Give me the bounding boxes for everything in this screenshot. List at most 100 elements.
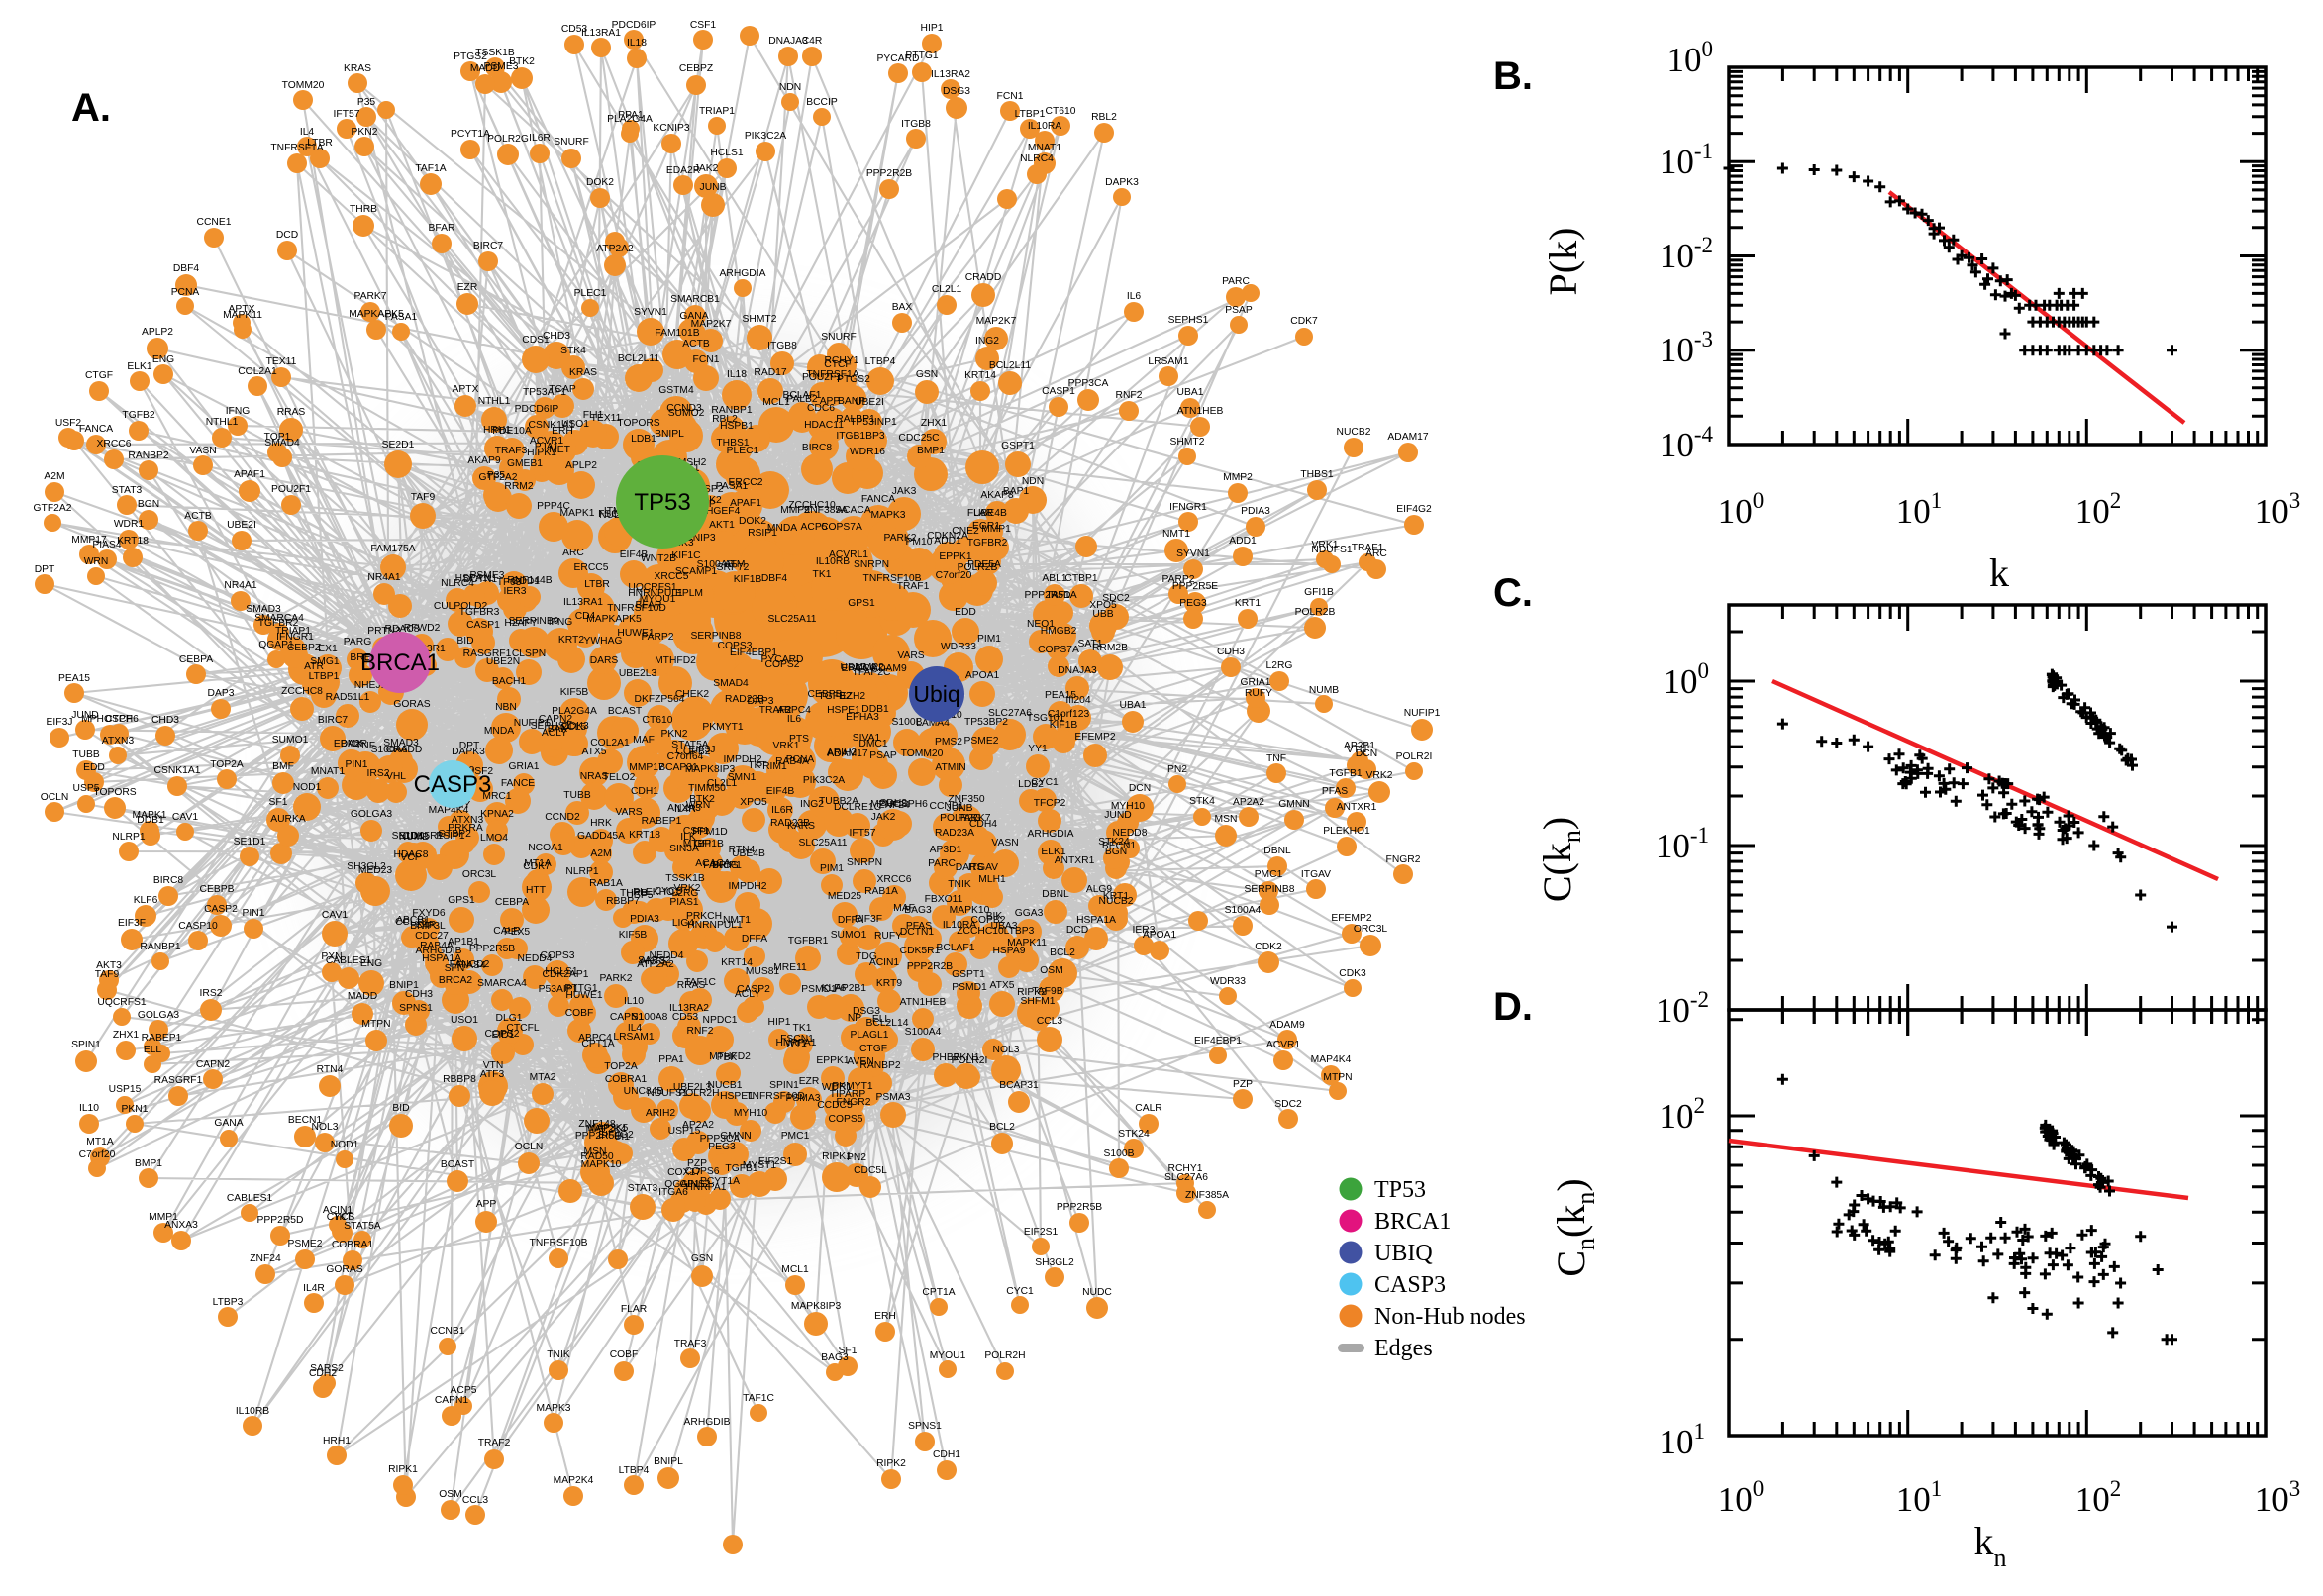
svg-text:GSPT1: GSPT1 (952, 969, 985, 980)
svg-text:MET: MET (549, 445, 570, 455)
svg-text:CTBP1: CTBP1 (1064, 573, 1097, 584)
svg-text:MAPK3: MAPK3 (871, 510, 906, 521)
svg-text:WRN: WRN (84, 556, 109, 567)
svg-text:APP: APP (476, 1199, 497, 1210)
svg-text:USP15: USP15 (109, 1084, 142, 1095)
svg-text:ERCC6: ERCC6 (842, 663, 876, 674)
svg-text:KARS: KARS (787, 821, 815, 832)
svg-text:WDR1: WDR1 (822, 1082, 853, 1093)
svg-text:RBBP8: RBBP8 (443, 1074, 476, 1085)
svg-text:PLEKHO1: PLEKHO1 (1323, 826, 1370, 837)
svg-text:FAM101B: FAM101B (655, 328, 699, 339)
svg-text:HDAC11: HDAC11 (804, 420, 844, 431)
svg-text:TAF1A: TAF1A (1046, 590, 1076, 601)
svg-text:PSME2: PSME2 (288, 1239, 323, 1249)
svg-text:PDCD6IP: PDCD6IP (515, 404, 559, 415)
svg-text:103: 103 (2255, 1476, 2301, 1519)
svg-text:MTHFD2: MTHFD2 (709, 1051, 751, 1062)
svg-text:TRAF1: TRAF1 (897, 581, 930, 592)
svg-text:WDR33: WDR33 (941, 642, 976, 652)
svg-text:CT610: CT610 (1046, 106, 1076, 117)
svg-text:MT1A: MT1A (86, 1137, 114, 1147)
svg-text:PEG3: PEG3 (708, 1142, 736, 1152)
svg-text:IMPDH2: IMPDH2 (729, 881, 767, 892)
svg-text:NOD1: NOD1 (331, 1140, 359, 1150)
svg-text:HIPK1: HIPK1 (527, 448, 556, 458)
svg-text:UQCRFS1: UQCRFS1 (97, 997, 146, 1008)
svg-text:ATXN3: ATXN3 (452, 815, 484, 826)
svg-text:TUBB2A: TUBB2A (819, 796, 858, 807)
svg-text:ACTB: ACTB (184, 511, 212, 522)
svg-text:PTTG1: PTTG1 (564, 983, 597, 994)
svg-text:EDD: EDD (83, 762, 105, 773)
svg-text:AKT3: AKT3 (96, 960, 122, 971)
svg-text:PSMD1: PSMD1 (952, 982, 987, 993)
svg-text:PPM1D: PPM1D (692, 827, 727, 838)
svg-text:KRT1: KRT1 (1103, 891, 1129, 902)
svg-text:XRCC6: XRCC6 (877, 874, 912, 885)
svg-text:COL2A1: COL2A1 (238, 366, 277, 377)
svg-text:ARIH2: ARIH2 (646, 1108, 676, 1119)
svg-text:MAP3K5: MAP3K5 (588, 1123, 629, 1134)
svg-text:LTBR: LTBR (307, 138, 333, 149)
svg-text:DPT: DPT (459, 741, 480, 751)
svg-text:RAD23B: RAD23B (725, 694, 764, 705)
svg-text:PPP4C: PPP4C (537, 501, 570, 512)
svg-text:IL13RA1: IL13RA1 (581, 28, 621, 39)
svg-text:TK1: TK1 (793, 1023, 812, 1034)
svg-text:BECN1: BECN1 (288, 1115, 323, 1126)
svg-text:IFNG: IFNG (226, 406, 251, 417)
svg-text:KIF5B: KIF5B (619, 930, 648, 941)
svg-text:TP53INP1: TP53INP1 (850, 417, 897, 428)
svg-text:ITGAV: ITGAV (968, 862, 998, 873)
svg-text:TAF9: TAF9 (95, 969, 120, 980)
svg-text:BCAP31: BCAP31 (999, 1080, 1039, 1091)
svg-text:BAG3: BAG3 (821, 1352, 849, 1363)
svg-text:CASP1: CASP1 (1042, 386, 1075, 397)
svg-text:APOA1: APOA1 (965, 670, 1000, 681)
svg-text:CDH3: CDH3 (405, 989, 433, 1000)
svg-text:VCP: VCP (400, 852, 421, 863)
svg-text:ZNF385A: ZNF385A (804, 505, 848, 516)
svg-text:SNURF: SNURF (821, 332, 856, 343)
svg-text:TNFRSF10D: TNFRSF10D (607, 603, 666, 614)
svg-text:MMP1: MMP1 (149, 1212, 178, 1223)
svg-text:COBF: COBF (610, 1349, 639, 1360)
svg-text:RASGRF1: RASGRF1 (463, 648, 512, 659)
svg-text:IL6R: IL6R (529, 133, 551, 144)
svg-text:SYVN1: SYVN1 (1176, 549, 1210, 559)
svg-text:RIPK2: RIPK2 (1017, 987, 1047, 998)
svg-text:LDB2: LDB2 (1018, 779, 1044, 790)
svg-text:PARP2: PARP2 (641, 632, 673, 643)
svg-text:IL4R: IL4R (303, 1283, 325, 1294)
svg-text:PKN2: PKN2 (661, 729, 688, 740)
svg-text:NBN: NBN (495, 702, 517, 713)
svg-text:DCD: DCD (1066, 925, 1088, 936)
svg-text:BCAP31: BCAP31 (658, 762, 698, 773)
svg-text:MCL1: MCL1 (781, 1264, 809, 1275)
svg-text:ERH: ERH (552, 426, 573, 437)
svg-text:NMT1: NMT1 (723, 915, 751, 926)
svg-text:CTCF: CTCF (824, 359, 851, 370)
svg-text:POLR2G: POLR2G (940, 813, 981, 824)
svg-text:VRK1: VRK1 (773, 741, 800, 751)
svg-text:SERPINB8: SERPINB8 (1245, 884, 1295, 895)
svg-text:EIF3F: EIF3F (855, 914, 882, 925)
svg-text:VRK1: VRK1 (1312, 540, 1339, 550)
svg-text:RABEP1: RABEP1 (642, 816, 682, 827)
svg-text:ZCCHC8: ZCCHC8 (281, 686, 323, 697)
svg-text:MYH10: MYH10 (734, 1108, 768, 1119)
svg-text:EIF4B: EIF4B (766, 786, 795, 797)
svg-text:WDR1: WDR1 (114, 519, 145, 530)
svg-text:BTK2: BTK2 (689, 794, 715, 805)
svg-text:102: 102 (2075, 1476, 2122, 1519)
svg-text:MAPK1: MAPK1 (560, 508, 595, 519)
svg-text:RNF144B: RNF144B (507, 575, 552, 586)
svg-text:LTBP4: LTBP4 (865, 356, 896, 367)
svg-text:ZNF350: ZNF350 (948, 794, 984, 805)
svg-text:SERPINB8: SERPINB8 (691, 631, 742, 642)
svg-text:SUMO2: SUMO2 (668, 408, 705, 419)
svg-text:FANCG: FANCG (703, 860, 738, 871)
svg-text:SH3GL2: SH3GL2 (1035, 1257, 1074, 1268)
svg-text:ACLY: ACLY (542, 728, 567, 739)
